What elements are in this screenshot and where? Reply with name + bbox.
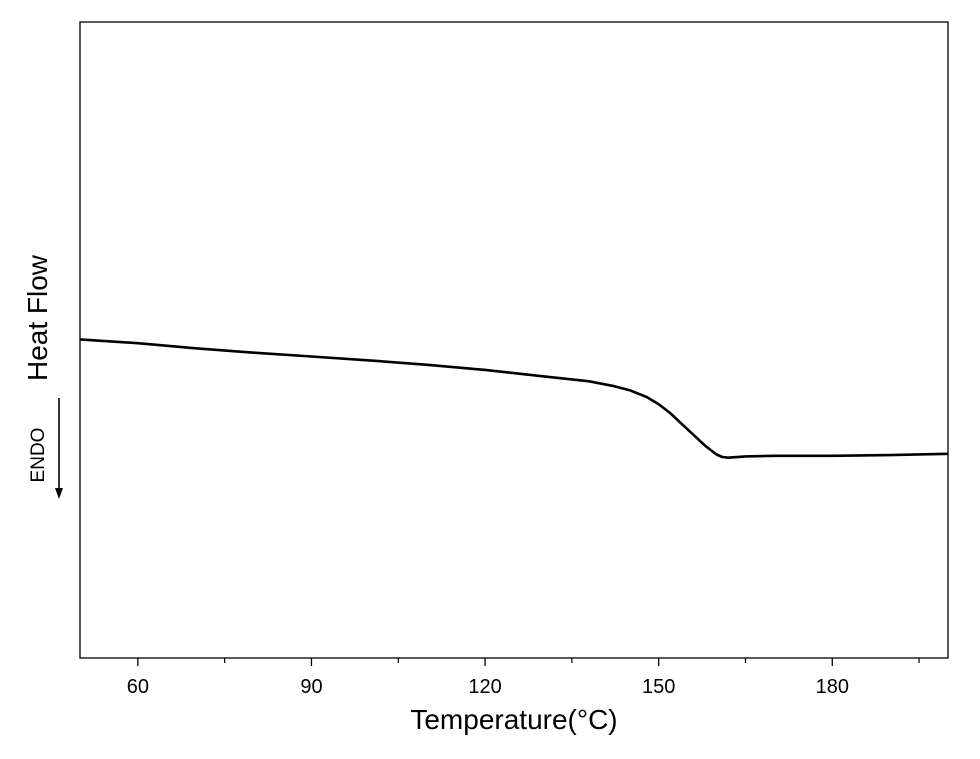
x-axis-tick-labels: 60 90 120 150 180 <box>127 676 849 698</box>
x-tick-label: 120 <box>468 676 501 698</box>
x-tick-label: 180 <box>816 676 849 698</box>
series-line <box>79 338 949 459</box>
plot-frame <box>79 21 949 659</box>
series-group <box>79 338 949 459</box>
x-axis-ticks <box>137 658 920 666</box>
endo-arrow <box>55 398 63 499</box>
endo-label: ENDO <box>28 428 49 483</box>
x-axis-title: Temperature(°C) <box>410 704 617 735</box>
y-axis-title: Heat Flow <box>22 254 53 381</box>
x-tick-label: 150 <box>642 676 675 698</box>
x-tick-label: 90 <box>300 676 322 698</box>
x-tick-label: 60 <box>127 676 149 698</box>
